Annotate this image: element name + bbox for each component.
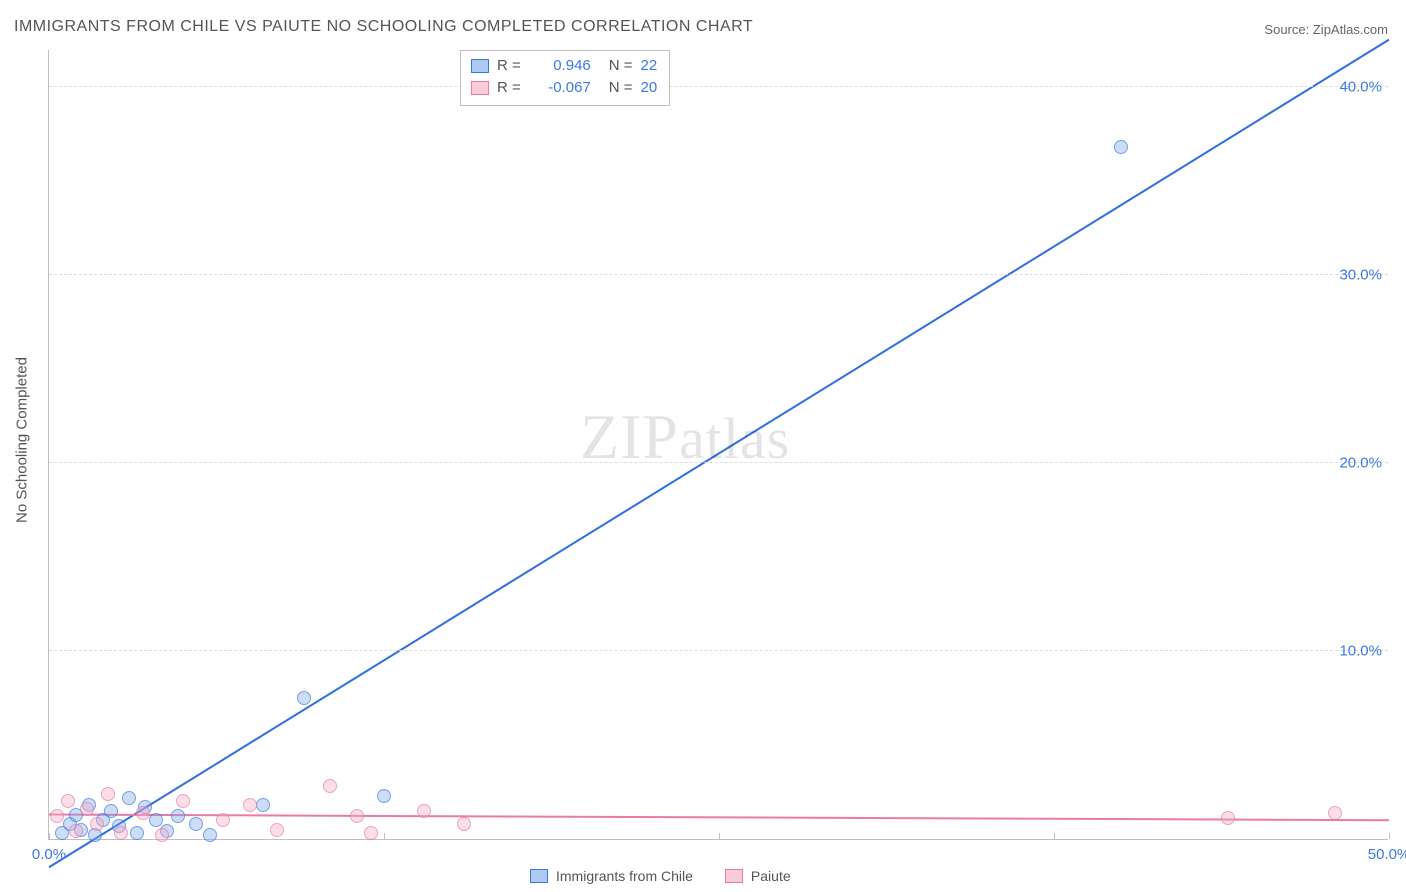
- data-point: [61, 794, 75, 808]
- data-point: [377, 789, 391, 803]
- data-point: [256, 798, 270, 812]
- source-label: Source:: [1264, 22, 1309, 37]
- data-point: [203, 828, 217, 842]
- data-point: [69, 824, 83, 838]
- data-point: [155, 828, 169, 842]
- data-point: [50, 809, 64, 823]
- xtick-label: 50.0%: [1368, 846, 1406, 863]
- data-point: [417, 804, 431, 818]
- gridline-y: [49, 462, 1388, 463]
- ytick-label: 20.0%: [1339, 454, 1382, 471]
- stats-row-blue: R = 0.946 N = 22: [471, 55, 657, 77]
- legend: Immigrants from Chile Paiute: [530, 868, 791, 884]
- data-point: [350, 809, 364, 823]
- xtick-mark: [719, 833, 720, 839]
- source-credit: Source: ZipAtlas.com: [1264, 22, 1388, 37]
- data-point: [149, 813, 163, 827]
- gridline-y: [49, 86, 1388, 87]
- r-value-blue: 0.946: [529, 55, 591, 77]
- data-point: [136, 806, 150, 820]
- trend-line: [49, 815, 1389, 821]
- data-point: [297, 691, 311, 705]
- swatch-blue-icon: [471, 59, 489, 73]
- data-point: [176, 794, 190, 808]
- swatch-blue-icon: [530, 869, 548, 883]
- data-point: [130, 826, 144, 840]
- r-value-pink: -0.067: [529, 77, 591, 99]
- data-point: [457, 817, 471, 831]
- xtick-mark: [384, 833, 385, 839]
- data-point: [80, 802, 94, 816]
- data-point: [189, 817, 203, 831]
- swatch-pink-icon: [471, 81, 489, 95]
- r-label: R =: [497, 77, 521, 99]
- n-label: N =: [609, 55, 633, 77]
- data-point: [90, 817, 104, 831]
- n-label: N =: [609, 77, 633, 99]
- data-point: [1328, 806, 1342, 820]
- data-point: [1221, 811, 1235, 825]
- xtick-mark: [1054, 833, 1055, 839]
- y-axis-label: No Schooling Completed: [14, 357, 31, 523]
- data-point: [114, 826, 128, 840]
- data-point: [101, 787, 115, 801]
- legend-item-pink: Paiute: [725, 868, 791, 884]
- stats-row-pink: R = -0.067 N = 20: [471, 77, 657, 99]
- data-point: [270, 823, 284, 837]
- swatch-pink-icon: [725, 869, 743, 883]
- xtick-mark: [1389, 833, 1390, 839]
- data-point: [122, 791, 136, 805]
- chart-plot-area: 10.0%20.0%30.0%40.0%0.0%50.0%: [48, 50, 1388, 840]
- data-point: [171, 809, 185, 823]
- legend-label: Immigrants from Chile: [556, 868, 693, 884]
- r-label: R =: [497, 55, 521, 77]
- legend-item-blue: Immigrants from Chile: [530, 868, 693, 884]
- xtick-label: 0.0%: [32, 846, 66, 863]
- gridline-y: [49, 274, 1388, 275]
- legend-label: Paiute: [751, 868, 791, 884]
- gridline-y: [49, 650, 1388, 651]
- xtick-mark: [49, 833, 50, 839]
- data-point: [216, 813, 230, 827]
- ytick-label: 10.0%: [1339, 642, 1382, 659]
- data-point: [323, 779, 337, 793]
- n-value-blue: 22: [641, 55, 658, 77]
- ytick-label: 30.0%: [1339, 266, 1382, 283]
- trend-line: [49, 40, 1389, 868]
- n-value-pink: 20: [641, 77, 658, 99]
- ytick-label: 40.0%: [1339, 78, 1382, 95]
- data-point: [364, 826, 378, 840]
- trend-lines-svg: [49, 49, 1389, 839]
- source-value: ZipAtlas.com: [1313, 22, 1388, 37]
- stats-box: R = 0.946 N = 22 R = -0.067 N = 20: [460, 50, 670, 106]
- chart-title: IMMIGRANTS FROM CHILE VS PAIUTE NO SCHOO…: [14, 18, 753, 36]
- data-point: [104, 804, 118, 818]
- data-point: [1114, 140, 1128, 154]
- data-point: [243, 798, 257, 812]
